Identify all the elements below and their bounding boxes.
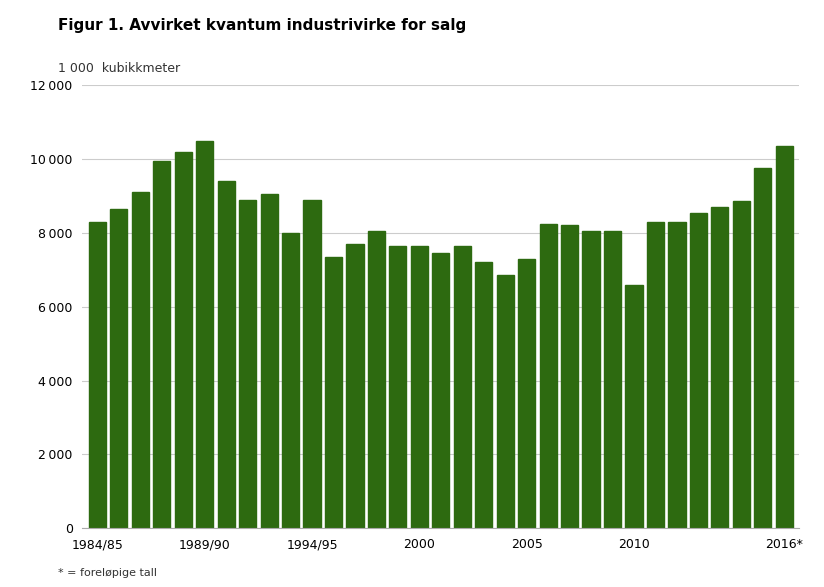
Bar [282,233,299,528]
Bar [153,161,171,528]
Text: 1 000  kubikkmeter: 1 000 kubikkmeter [58,62,180,75]
Bar [647,222,664,528]
Bar [668,222,686,528]
Text: Figur 1. Avvirket kvantum industrivirke for salg: Figur 1. Avvirket kvantum industrivirke … [58,18,466,33]
Bar [196,140,213,528]
Bar [540,224,557,528]
Bar [346,244,363,528]
Bar [89,222,106,528]
Bar [754,168,771,528]
Bar [561,225,578,528]
Bar [475,262,493,528]
Bar [411,246,428,528]
Bar [260,194,278,528]
Bar [583,231,600,528]
Bar [325,257,342,528]
Bar [175,151,192,528]
Bar [389,246,406,528]
Bar [303,200,321,528]
Bar [625,285,643,528]
Bar [239,200,256,528]
Text: * = foreløpige tall: * = foreløpige tall [58,568,157,578]
Bar [775,146,793,528]
Bar [711,207,728,528]
Bar [604,231,621,528]
Bar [433,253,449,528]
Bar [690,212,707,528]
Bar [733,201,750,528]
Bar [518,259,536,528]
Bar [497,275,514,528]
Bar [110,209,128,528]
Bar [132,192,149,528]
Bar [368,231,385,528]
Bar [454,246,471,528]
Bar [218,181,235,528]
